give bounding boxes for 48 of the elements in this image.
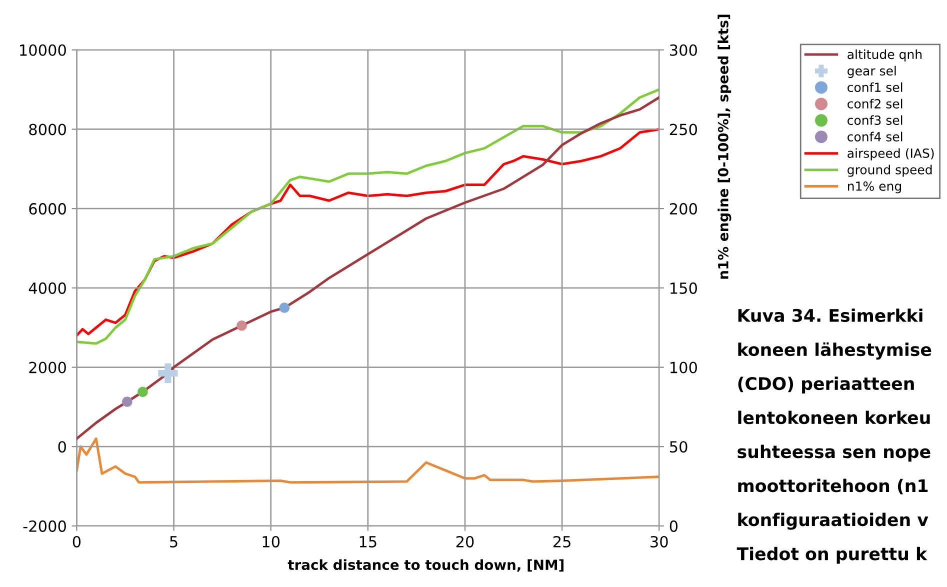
x-tick-label: 10 <box>262 536 280 548</box>
y2-tick-label: 200 <box>670 203 697 215</box>
point <box>279 302 290 313</box>
text: moottoritehoon (n1 <box>738 478 928 494</box>
legend-label: conf1 sel <box>848 82 902 92</box>
legend-label: airspeed (IAS) <box>848 148 934 160</box>
line-series <box>76 88 660 345</box>
legend-label: conf4 sel <box>848 132 902 142</box>
x-tick-label: 25 <box>553 536 570 548</box>
y2-tick-label: 300 <box>670 44 697 56</box>
legend-label: n1% eng <box>848 181 902 194</box>
y-tick-label: 0 <box>58 441 66 453</box>
x-axis-title: track distance to touch down, [NM] <box>288 559 564 572</box>
legend-label: ground speed <box>848 164 932 177</box>
y2-tick-label: 150 <box>670 282 697 294</box>
text: Tiedot on purettu k <box>736 546 928 564</box>
legend-label: conf3 sel <box>848 115 902 125</box>
y2-tick-label: 250 <box>670 124 697 136</box>
line-series <box>76 437 660 484</box>
y-tick-label: 10000 <box>20 44 66 56</box>
x-tick-label: 20 <box>456 536 474 548</box>
point <box>236 320 247 331</box>
line-series <box>76 96 660 440</box>
y-tick-label: 2000 <box>29 362 66 374</box>
point <box>122 396 132 407</box>
legend-label: altitude qnh <box>848 49 922 62</box>
y-tick-label: -2000 <box>23 520 66 532</box>
text: (CDO) periaatteen <box>738 376 914 394</box>
y2-tick-label: 0 <box>670 520 678 532</box>
legend-label: conf2 sel <box>848 98 902 108</box>
y-tick-label: 6000 <box>29 203 66 215</box>
text: konfiguraatioiden v <box>738 512 928 530</box>
text: lentokoneen korkeu <box>738 410 930 424</box>
legend-label: gear sel <box>848 66 896 78</box>
text: koneen lähestymise <box>738 342 932 360</box>
x-tick-label: 0 <box>72 536 81 548</box>
y-tick-label: 4000 <box>28 282 66 294</box>
x-tick-label: 30 <box>650 536 668 548</box>
y2-axis-title: n1% engine [0-100%], speed [kts] <box>718 14 732 279</box>
point <box>158 363 178 384</box>
text: Kuva 34. Esimerkki <box>738 308 922 322</box>
point <box>138 386 148 398</box>
y2-tick-label: 100 <box>670 362 697 374</box>
y2-tick-label: 50 <box>670 441 688 453</box>
text: suhteessa sen nope <box>738 444 930 462</box>
x-tick-label: 15 <box>360 536 376 548</box>
y-tick-label: 8000 <box>29 124 66 136</box>
x-tick-label: 5 <box>170 536 178 548</box>
